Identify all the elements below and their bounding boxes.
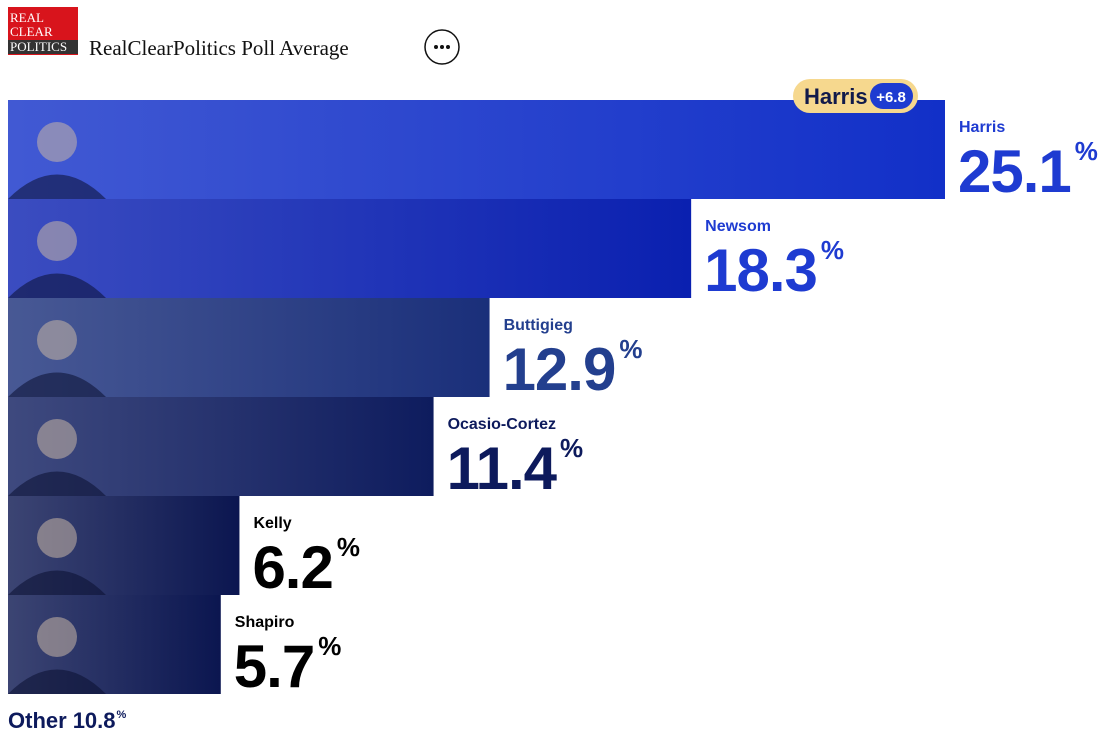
candidate-name: Kelly <box>253 515 291 532</box>
other-value: 10.8 <box>73 708 116 732</box>
unit-label: % <box>560 433 583 463</box>
portrait-body <box>8 372 106 397</box>
dot <box>440 45 444 49</box>
portrait-body <box>8 174 106 199</box>
candidate-name: Shapiro <box>235 614 295 631</box>
portrait-body <box>8 570 106 595</box>
dot <box>446 45 450 49</box>
portrait-head <box>37 221 77 261</box>
portrait-body <box>8 471 106 496</box>
logo-text: REAL <box>10 10 44 25</box>
unit-label: % <box>821 235 844 265</box>
bar <box>8 100 945 199</box>
leader-name: Harris <box>804 84 868 109</box>
portrait-head <box>37 122 77 162</box>
bar <box>8 199 692 298</box>
value-label: 25.1 <box>958 138 1071 205</box>
portrait-head <box>37 518 77 558</box>
value-label: 12.9 <box>503 336 616 403</box>
candidate-name: Newsom <box>705 218 771 235</box>
unit-label: % <box>1075 136 1098 166</box>
lead-value: +6.8 <box>876 89 906 106</box>
unit-label: % <box>337 532 360 562</box>
portrait-body <box>8 273 106 298</box>
dot <box>434 45 438 49</box>
portrait-head <box>37 320 77 360</box>
more-button[interactable] <box>424 29 460 65</box>
value-label: 6.2 <box>252 534 332 601</box>
candidate-name: Ocasio-Cortez <box>448 416 556 433</box>
logo-band <box>8 40 78 54</box>
title: RealClearPolitics Poll Average <box>89 36 349 60</box>
other-label: Other <box>8 708 67 732</box>
portrait-head <box>37 419 77 459</box>
other-unit: % <box>117 709 127 721</box>
candidate-name: Harris <box>959 119 1005 136</box>
portrait-head <box>37 617 77 657</box>
unit-label: % <box>619 334 642 364</box>
unit-label: % <box>318 631 341 661</box>
value-label: 11.4 <box>447 435 558 502</box>
bar <box>8 298 490 397</box>
logo-text: POLITICS <box>10 39 67 54</box>
value-label: 18.3 <box>704 237 817 304</box>
logo-text: CLEAR <box>10 24 53 39</box>
candidate-name: Buttigieg <box>504 317 573 334</box>
value-label: 5.7 <box>234 633 314 700</box>
lead-pill <box>870 83 913 109</box>
portrait-body <box>8 669 106 694</box>
